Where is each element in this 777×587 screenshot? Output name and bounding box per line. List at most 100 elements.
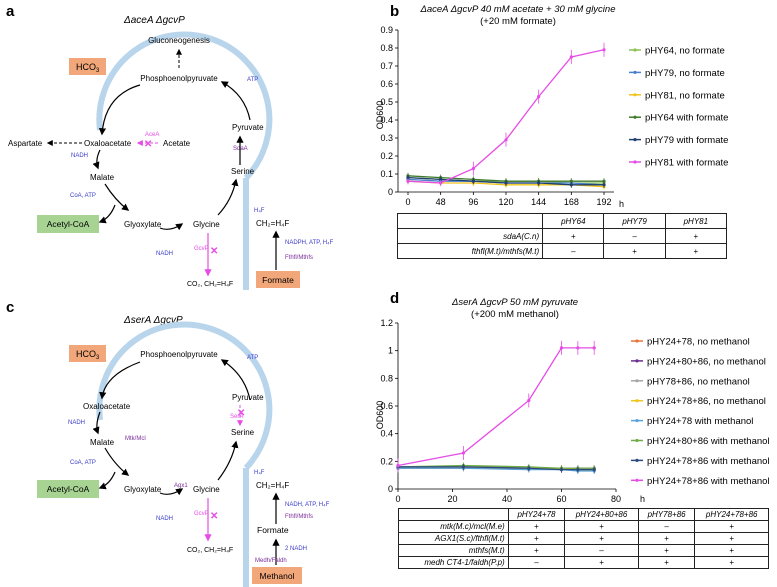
chart-d-ylabel: OD600 [375, 401, 385, 430]
data-point [461, 465, 465, 469]
x-tick-label: 96 [468, 197, 478, 207]
malate-label-a: Malate [90, 173, 115, 182]
x-tick-label: 120 [498, 197, 513, 207]
x-tick-label: 40 [502, 494, 512, 504]
series-line [398, 466, 595, 471]
glyoxylate-label-a: Glyoxylate [124, 220, 162, 229]
table-cell: + [664, 243, 728, 259]
legend-entry: pHY79, no formate [645, 68, 725, 79]
x-tick-label: 168 [564, 197, 579, 207]
table-cell: + [637, 532, 696, 545]
formate-label-a: Formate [262, 275, 294, 285]
table-cell: – [603, 228, 666, 244]
series-line [398, 467, 595, 472]
gcvp-enzyme-label-a: GcvP [194, 246, 209, 252]
acetyl-coa-label-c: Acetyl-CoA [47, 484, 90, 494]
table-cell: – [542, 243, 605, 259]
y-tick-label: 0 [388, 187, 393, 197]
table-cell: sdaA(C.n) [396, 228, 544, 244]
chart-b-xlabel: h [619, 199, 624, 209]
acea-enzyme-label: AceA [145, 132, 159, 138]
data-point [569, 55, 573, 59]
series-line [397, 347, 595, 467]
data-point [471, 179, 475, 183]
sera-enzyme-label: SerA [230, 414, 243, 420]
y-tick-label: 1.2 [380, 318, 393, 328]
glycine-label-a: Glycine [193, 220, 220, 229]
legend-marker [635, 438, 639, 443]
legend-marker [635, 359, 639, 363]
legend-marker [635, 419, 639, 423]
x-tick-label: 192 [596, 197, 611, 207]
data-point [471, 167, 475, 171]
chart-b-ylabel: OD600 [375, 101, 385, 130]
hco3-box-c [69, 345, 106, 362]
co2-label-c: CO₂, CH₂=H₄F [187, 547, 233, 554]
malate-label-c: Malate [90, 438, 115, 447]
table-cell: pHY79 [603, 213, 666, 229]
oxaloacetate-label-a: Oxaloacetate [84, 139, 132, 148]
x-tick-label: 60 [556, 494, 566, 504]
legend-marker [635, 399, 639, 403]
legend-marker [633, 160, 637, 164]
chart-b-legend: pHY64, no formate pHY79, no formate pHY81,… [629, 46, 728, 169]
nadph-label-a: NADPH, ATP, H₄F [285, 240, 334, 246]
table-cell: pHY64 [542, 213, 605, 229]
fthfl-enzyme-label-c: Fthfl/Mthfs [285, 514, 313, 520]
acea-knockout-icon: ✕ [144, 139, 152, 150]
atp-label-c: ATP [247, 355, 258, 361]
table-cell: pHY24+78+86 [694, 508, 769, 521]
chart-d-table: pHY24+78 pHY24+80+86 pHY78+86 pHY24+78+8… [398, 508, 769, 569]
y-tick-label: 0.4 [380, 429, 393, 439]
table-row: sdaA(C.n) + – + [396, 228, 728, 244]
table-cell: + [507, 544, 566, 557]
glycine-label-c: Glycine [193, 485, 220, 494]
two-nadh-label-c: 2 NADH [285, 546, 307, 552]
data-point [527, 466, 531, 470]
chart-b-axes: 0 0.1 0.2 0.3 0.4 0.5 0.6 0.7 0.8 0.9 0 48 96 120 144 1… [380, 25, 614, 207]
pyruvate-label-a: Pyruvate [232, 123, 264, 132]
glyoxylate-label-c: Glyoxylate [124, 485, 162, 494]
legend-marker [635, 478, 639, 482]
y-tick-label: 0 [388, 484, 393, 494]
table-cell: + [564, 520, 639, 533]
x-tick-label: 0 [405, 197, 410, 207]
legend-entry: pHY24+78+86 with methanol [647, 456, 770, 467]
table-cell: + [507, 520, 566, 533]
data-point [461, 451, 465, 455]
hco3-label-c: HCO3 [76, 349, 100, 361]
legend-entry: pHY24+80+86, no methanol [647, 356, 766, 367]
y-tick-label: 0.9 [380, 25, 393, 35]
table-row: medh CT4-1/faldh(P.p) – + + + [398, 556, 769, 569]
table-cell: + [542, 228, 605, 244]
gcvp-knockout-icon-c: ✕ [210, 511, 218, 522]
nadh-label-c2: NADH [156, 516, 173, 522]
legend-entry: pHY79 with formate [645, 135, 728, 146]
chart-d-xlabel: h [640, 494, 645, 504]
acetate-label: Acetate [163, 139, 191, 148]
acetyl-coa-label-a: Acetyl-CoA [47, 219, 90, 229]
y-tick-label: 0.7 [380, 61, 393, 71]
data-point [504, 138, 508, 142]
coa-atp-label-c: CoA, ATP [70, 460, 96, 466]
table-cell: + [507, 532, 566, 545]
legend-entry: pHY64 with formate [645, 113, 728, 124]
x-tick-label: 48 [436, 197, 446, 207]
legend-marker [633, 70, 637, 74]
h4f-label-c: H₄F [254, 470, 265, 476]
y-tick-label: 0.8 [380, 43, 393, 53]
data-point [592, 346, 596, 350]
ch2h4f-label-c: CH₂=H₄F [256, 481, 289, 490]
panel-c: c ΔserA ΔgcvP HCO3 Phosphoenolpyruvate A… [6, 299, 330, 587]
table-row: mtk(M.c)/mcl(M.e) + + – + [398, 520, 769, 533]
table-cell: + [694, 556, 769, 569]
x-tick-label: 20 [447, 494, 457, 504]
y-tick-label: 1 [388, 346, 393, 356]
data-point [602, 183, 606, 187]
table-cell: pHY24+78 [507, 508, 566, 521]
serine-label-a: Serine [231, 167, 255, 176]
medh-enzyme-label: Medh/Faldh [255, 558, 287, 564]
gluconeogenesis-label: Gluconeogenesis [148, 36, 210, 45]
table-cell: + [564, 532, 639, 545]
panel-a-letter: a [6, 3, 15, 20]
